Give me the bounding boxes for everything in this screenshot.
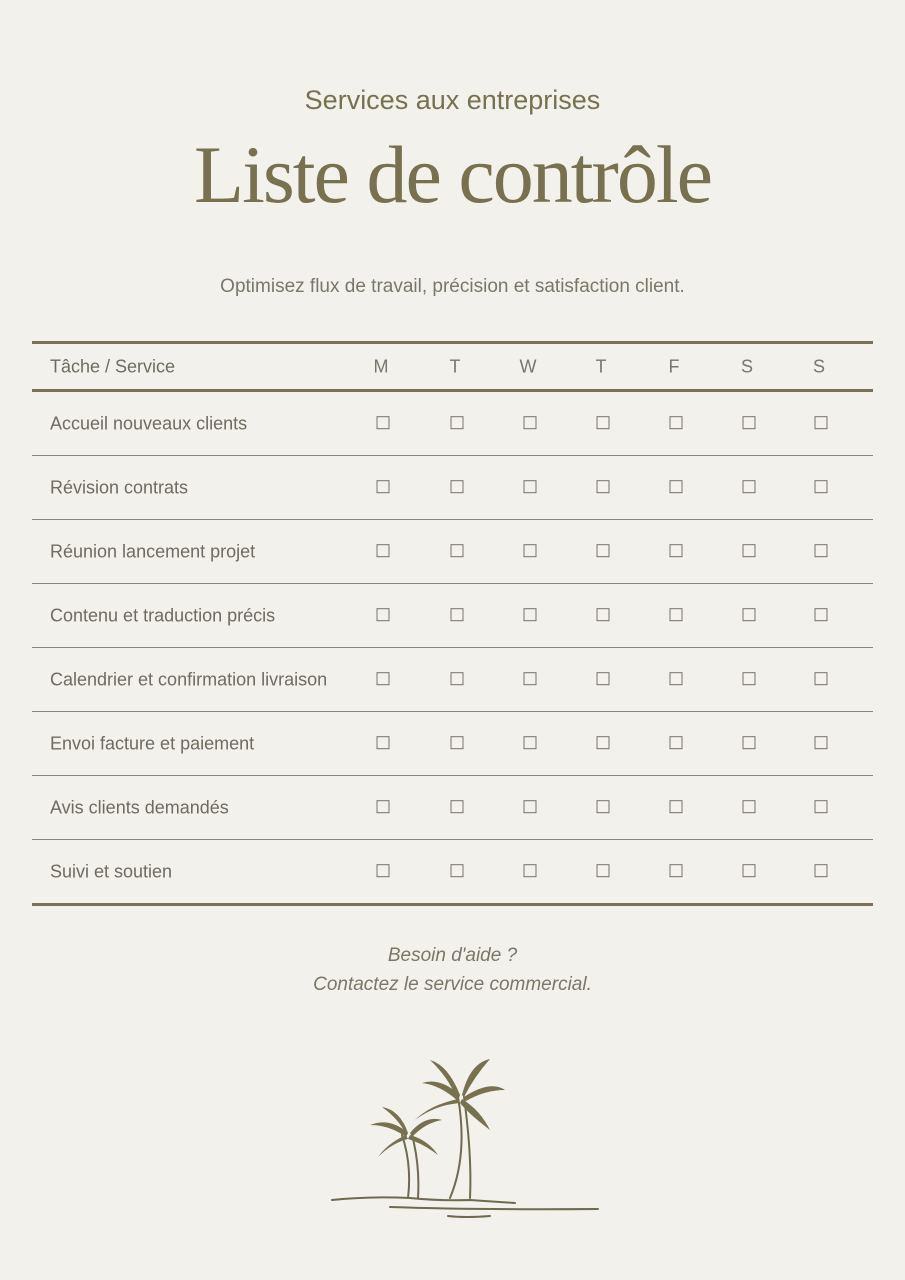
task-label: Accueil nouveaux clients bbox=[50, 413, 248, 433]
table-row: Envoi facture et paiement bbox=[32, 712, 873, 776]
checkbox[interactable] bbox=[742, 479, 756, 493]
day-header: T bbox=[595, 356, 607, 376]
checkbox[interactable] bbox=[742, 415, 756, 429]
checkbox[interactable] bbox=[596, 479, 610, 493]
tagline: Optimisez flux de travail, précision et … bbox=[220, 276, 685, 297]
checkbox[interactable] bbox=[669, 479, 683, 493]
checkbox[interactable] bbox=[742, 863, 756, 877]
checkbox[interactable] bbox=[814, 479, 828, 493]
table-row: Réunion lancement projet bbox=[32, 520, 873, 584]
checkbox[interactable] bbox=[523, 799, 537, 813]
checklist-table: Tâche / Service M T W T F S S Accueil nouveaux… bbox=[32, 341, 873, 906]
checkbox[interactable] bbox=[814, 799, 828, 813]
checkbox[interactable] bbox=[450, 671, 464, 685]
checkbox[interactable] bbox=[523, 479, 537, 493]
footer-line-2: Contactez le service commercial. bbox=[313, 974, 592, 995]
checkbox[interactable] bbox=[376, 607, 390, 621]
checkbox[interactable] bbox=[669, 543, 683, 557]
checkbox[interactable] bbox=[814, 543, 828, 557]
checkbox[interactable] bbox=[814, 863, 828, 877]
task-label: Avis clients demandés bbox=[50, 797, 229, 817]
divider bbox=[32, 389, 873, 392]
checkbox[interactable] bbox=[376, 735, 390, 749]
checkbox[interactable] bbox=[376, 799, 390, 813]
day-header: W bbox=[519, 356, 537, 376]
footer-note: Besoin d'aide ? Contactez le service com… bbox=[0, 941, 905, 999]
table-header: Tâche / Service M T W T F S S bbox=[32, 344, 873, 389]
checkbox[interactable] bbox=[523, 863, 537, 877]
checkbox[interactable] bbox=[450, 543, 464, 557]
checkbox[interactable] bbox=[742, 735, 756, 749]
checkbox[interactable] bbox=[450, 863, 464, 877]
task-label: Calendrier et confirmation livraison bbox=[50, 669, 328, 689]
checkbox[interactable] bbox=[376, 479, 390, 493]
checkbox[interactable] bbox=[523, 671, 537, 685]
task-label: Révision contrats bbox=[50, 477, 189, 497]
checkbox[interactable] bbox=[669, 671, 683, 685]
table-row: Contenu et traduction précis bbox=[32, 584, 873, 648]
checkbox[interactable] bbox=[669, 607, 683, 621]
task-column-header: Tâche / Service bbox=[50, 356, 176, 376]
checkbox[interactable] bbox=[596, 415, 610, 429]
checkbox[interactable] bbox=[523, 735, 537, 749]
table-row: Accueil nouveaux clients bbox=[32, 392, 873, 456]
page-title: Liste de contrôle bbox=[193, 129, 713, 220]
checkbox[interactable] bbox=[669, 863, 683, 877]
checkbox[interactable] bbox=[669, 415, 683, 429]
divider bbox=[32, 341, 873, 344]
checkbox[interactable] bbox=[376, 671, 390, 685]
table-row: Suivi et soutien bbox=[32, 840, 873, 906]
checkbox[interactable] bbox=[376, 543, 390, 557]
day-header: T bbox=[449, 356, 461, 376]
checkbox[interactable] bbox=[596, 607, 610, 621]
checkbox[interactable] bbox=[376, 863, 390, 877]
checkbox[interactable] bbox=[596, 799, 610, 813]
checkbox[interactable] bbox=[742, 671, 756, 685]
checkbox[interactable] bbox=[814, 415, 828, 429]
palm-trees-icon bbox=[331, 1059, 599, 1218]
table-row: Calendrier et confirmation livraison bbox=[32, 648, 873, 712]
checkbox[interactable] bbox=[596, 543, 610, 557]
checkbox[interactable] bbox=[814, 607, 828, 621]
checkbox[interactable] bbox=[814, 671, 828, 685]
checkbox[interactable] bbox=[376, 415, 390, 429]
task-label: Réunion lancement projet bbox=[50, 541, 256, 561]
day-header: M bbox=[373, 356, 389, 376]
checkbox[interactable] bbox=[669, 799, 683, 813]
task-label: Envoi facture et paiement bbox=[50, 733, 255, 753]
checkbox[interactable] bbox=[596, 863, 610, 877]
checkbox[interactable] bbox=[450, 799, 464, 813]
checkbox[interactable] bbox=[596, 671, 610, 685]
checkbox[interactable] bbox=[669, 735, 683, 749]
table-row: Révision contrats bbox=[32, 456, 873, 520]
checkbox[interactable] bbox=[450, 479, 464, 493]
task-label: Contenu et traduction précis bbox=[50, 605, 276, 625]
table-row: Avis clients demandés bbox=[32, 776, 873, 840]
footer-line-1: Besoin d'aide ? bbox=[387, 945, 518, 966]
day-header: F bbox=[668, 356, 680, 376]
checkbox[interactable] bbox=[523, 543, 537, 557]
checkbox[interactable] bbox=[450, 607, 464, 621]
task-label: Suivi et soutien bbox=[50, 861, 173, 881]
checkbox[interactable] bbox=[523, 415, 537, 429]
checkbox[interactable] bbox=[450, 735, 464, 749]
checkbox[interactable] bbox=[596, 735, 610, 749]
checkbox[interactable] bbox=[814, 735, 828, 749]
checkbox[interactable] bbox=[742, 799, 756, 813]
table-body: Accueil nouveaux clients Révision contrat… bbox=[32, 392, 873, 906]
page-subtitle: Services aux entreprises bbox=[304, 85, 601, 115]
day-header: S bbox=[812, 356, 826, 376]
checkbox[interactable] bbox=[523, 607, 537, 621]
checkbox[interactable] bbox=[742, 607, 756, 621]
checkbox[interactable] bbox=[450, 415, 464, 429]
day-header: S bbox=[740, 356, 754, 376]
checkbox[interactable] bbox=[742, 543, 756, 557]
